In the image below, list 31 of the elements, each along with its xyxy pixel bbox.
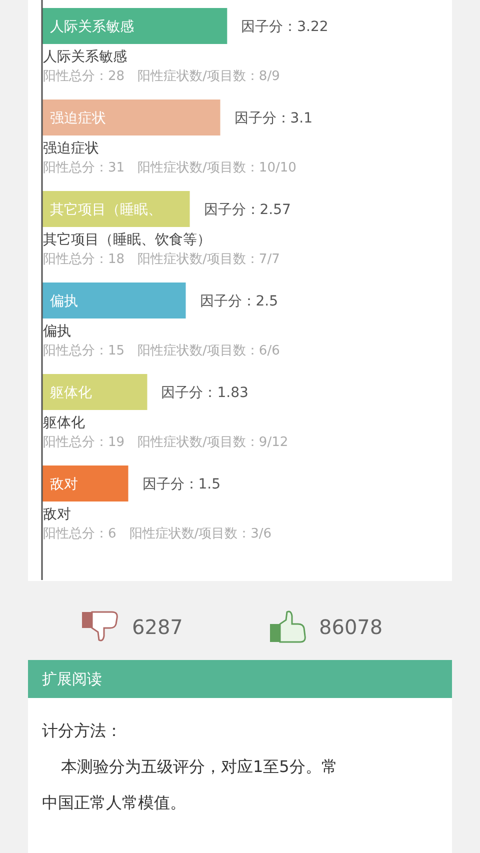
data-label: 因子分：3.22: [241, 19, 328, 35]
annotation: 阳性总分：15 阳性症状数/项目数：6/6: [43, 344, 280, 358]
text: 本测验分为五级评分，对应1至5分。常: [61, 757, 338, 776]
bar: [42, 282, 186, 318]
data-label: 因子分：1.83: [161, 385, 248, 401]
y-tick-label: 强迫症状: [43, 140, 99, 156]
annotation: 阳性总分：19 阳性症状数/项目数：9/12: [43, 435, 288, 450]
y-tick-label: 敌对: [43, 506, 71, 522]
annotation: 阳性总分：28 阳性症状数/项目数：8/9: [43, 69, 280, 84]
y-tick-label: 躯体化: [43, 415, 85, 431]
bar: [42, 8, 228, 44]
data-label: 因子分：3.1: [234, 110, 313, 126]
text: 计分方法：: [42, 721, 122, 740]
data-label: 因子分：2.5: [200, 294, 278, 310]
text: 6287: [132, 615, 183, 639]
annotation: 阳性总分：31 阳性症状数/项目数：10/10: [43, 160, 296, 176]
y-tick-label: 其它项目（睡眠、饮食等）: [43, 232, 211, 248]
bar: [42, 100, 220, 136]
text: 86078: [319, 615, 383, 639]
bar: [42, 191, 190, 227]
text: 中国正常人常模值。: [42, 793, 186, 812]
text: 扩展阅读: [42, 670, 102, 688]
data-label: 因子分：2.57: [204, 202, 291, 218]
bar: [42, 466, 128, 502]
annotation: 阳性总分：18 阳性症状数/项目数：7/7: [43, 252, 280, 267]
annotation: 其它项目（睡眠、: [50, 202, 162, 218]
data-label: 因子分：1.5: [142, 476, 221, 492]
annotation: 阳性总分：6 阳性症状数/项目数：3/6: [43, 526, 272, 542]
bar: [42, 374, 148, 410]
y-tick-label: 人际关系敏感: [43, 49, 127, 65]
y-tick-label: 偏执: [43, 324, 71, 340]
